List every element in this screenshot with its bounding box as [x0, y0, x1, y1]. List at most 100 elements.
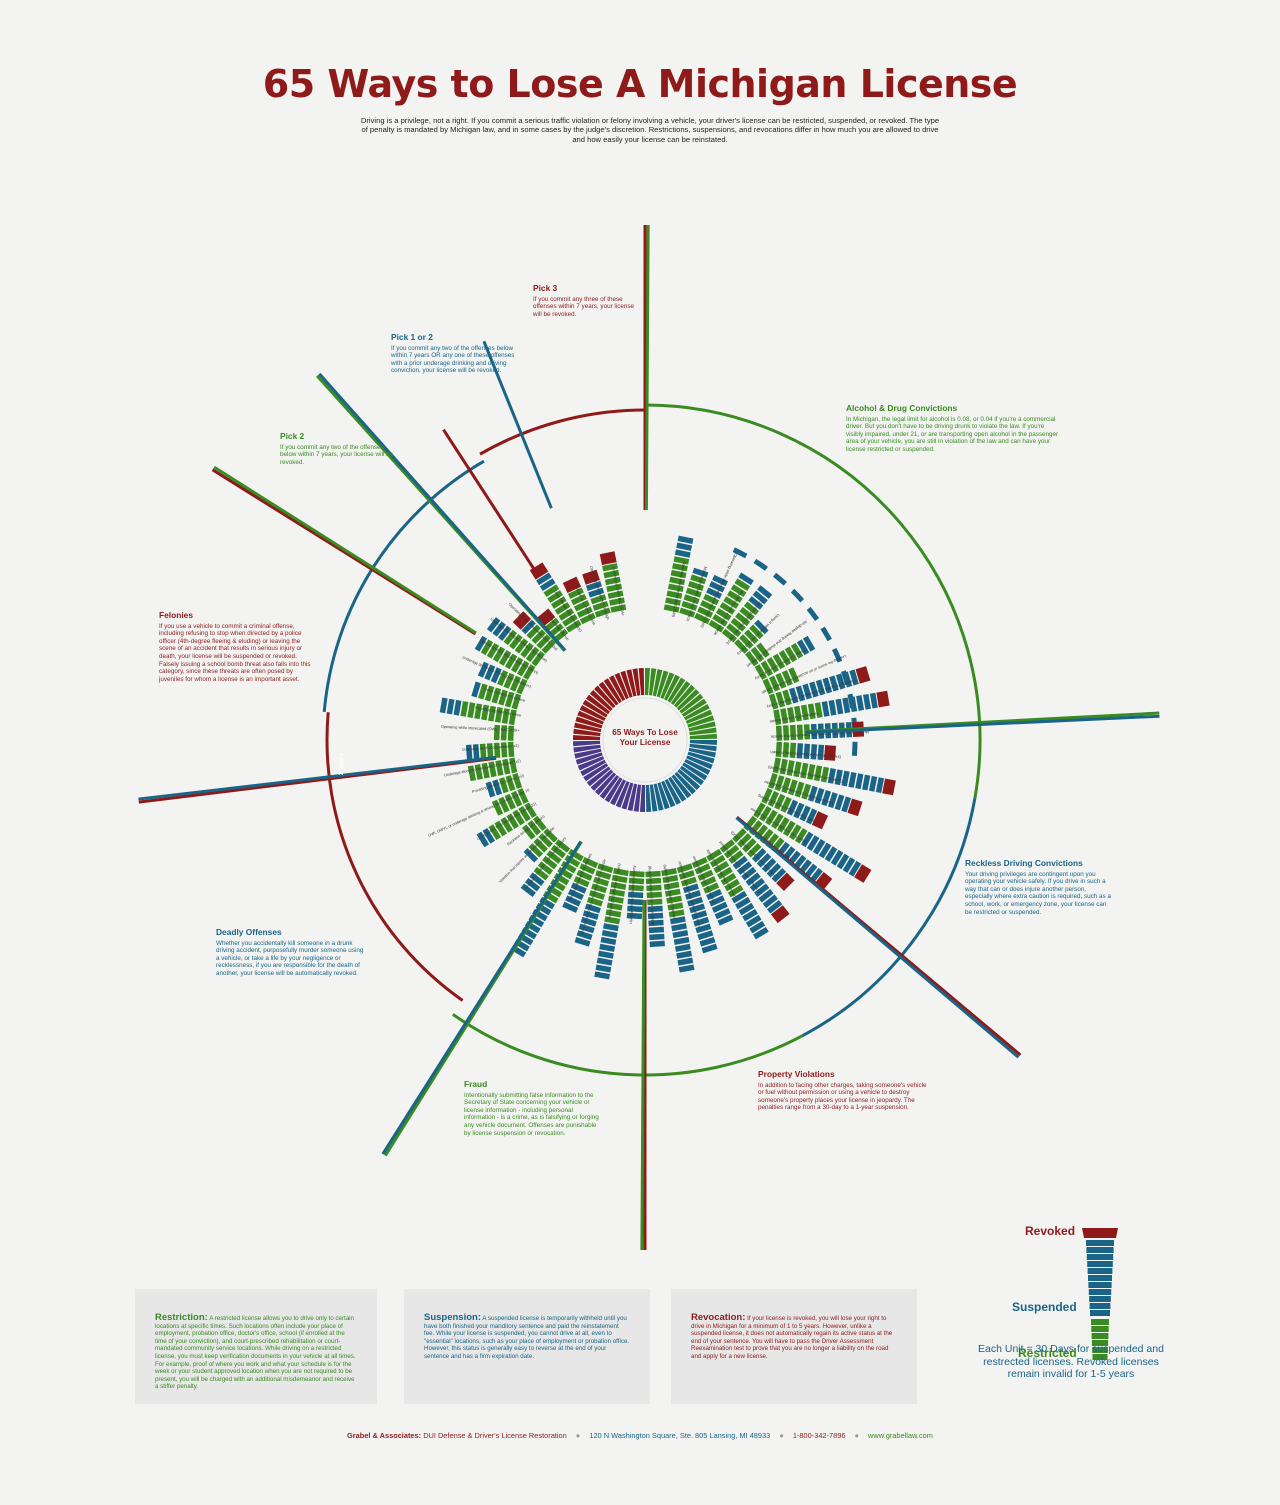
offense-bar-10 — [768, 666, 871, 710]
pick2-annotation: Pick 2 If you commit any two of the offe… — [280, 432, 402, 466]
property-heading: Property Violations — [758, 1069, 835, 1079]
footer-phone[interactable]: 1-800-342-7896 — [792, 1431, 846, 1440]
alcohol-text: In Michigan, the legal limit for alcohol… — [846, 415, 1059, 453]
offense-label-25: Unlawful use of a vehicle (joyriding) — [648, 865, 656, 926]
offense-label-39: Operating while intoxicated (OWI) - BAC … — [441, 725, 520, 733]
felonies-text: If you use a vehicle to commit a crimina… — [159, 622, 311, 683]
hub-segment-53 — [573, 744, 601, 753]
offense-bar-47 — [529, 562, 582, 633]
reckless-heading: Reckless Driving Convictions — [965, 858, 1083, 868]
offense-bar-16 — [761, 788, 829, 830]
offense-bars — [439, 535, 896, 980]
legend-suspended-unit-6 — [1088, 1275, 1112, 1281]
offense-bar-2 — [679, 567, 709, 618]
legend-unit-note: Each Unit = 30 Days for suspended and re… — [978, 1343, 1164, 1380]
hub-segment-70 — [626, 669, 637, 697]
offense-bar-4 — [708, 572, 754, 633]
spoke-5-2 — [213, 465, 477, 635]
hub-segment-59 — [577, 710, 604, 725]
reckless-annotation: Reckless Driving Convictions Your drivin… — [965, 858, 1115, 916]
fraud-text: Intentionally submitting false informati… — [464, 1091, 599, 1137]
hub-segment-38 — [633, 784, 642, 812]
hub-segment-32 — [661, 780, 676, 808]
hub-segment-36 — [645, 784, 652, 812]
property-text: In addition to facing other charges, tak… — [758, 1081, 927, 1112]
legend-suspended-unit-4 — [1087, 1261, 1113, 1267]
hub-segment-40 — [621, 782, 634, 810]
hub-segment-67 — [609, 675, 626, 702]
hub-segment-28 — [674, 771, 696, 795]
legend-suspended-label: Suspended — [1012, 1300, 1077, 1314]
restriction-definition-box: Restriction: A restricted license allows… — [135, 1289, 377, 1404]
hub-segment-26 — [679, 765, 704, 786]
legend-unit-bar — [1082, 1228, 1118, 1360]
felonies-annotation: Felonies If you use a vehicle to commit … — [159, 610, 314, 683]
hub-segment-29 — [671, 774, 692, 799]
deadly-annotation: Deadly Offenses Whether you accidentally… — [216, 928, 368, 978]
spoke-1-2 — [644, 225, 650, 511]
hub-segment-42 — [610, 779, 626, 806]
hub-segment-60 — [579, 705, 606, 721]
legend-suspended-unit-9 — [1089, 1296, 1111, 1302]
center-title-line2: Your License — [620, 738, 671, 747]
legend-suspended-unit-11 — [1090, 1310, 1110, 1316]
pick2-text: If you commit any two of the offenses be… — [280, 443, 394, 466]
offense-bar-28 — [574, 863, 614, 947]
hub-segment-56 — [573, 728, 601, 737]
hub-segment-21 — [688, 747, 716, 758]
pick3-text: If you commit any three of these offense… — [533, 295, 635, 318]
offense-label-13: Driving without a license resulting in d… — [770, 750, 841, 759]
hub-segment-46 — [590, 769, 614, 791]
hub-segment-58 — [575, 716, 603, 729]
offense-bar-31 — [520, 839, 571, 898]
footer: Grabel & Associates: DUI Defense & Drive… — [347, 1431, 933, 1440]
legend-revoked-segment — [1082, 1228, 1118, 1238]
spoke-5-1 — [211, 468, 477, 636]
suspension-text: A suspended license is temporarily withh… — [424, 1315, 630, 1360]
fraud-annotation: Fraud Intentionally submitting false inf… — [464, 1080, 604, 1137]
hub-segment-2 — [648, 668, 657, 696]
offense-bar-25 — [645, 870, 665, 948]
alcohol-annotation: Alcohol & Drug Convictions In Michigan, … — [846, 404, 1061, 454]
offense-bar-36 — [485, 772, 523, 798]
legend-suspended-unit-2 — [1086, 1247, 1114, 1253]
arc-property-fraud — [451, 1013, 803, 1077]
hub-segment-61 — [582, 699, 608, 718]
hub-segment-17 — [689, 727, 717, 736]
hub-segment-34 — [653, 783, 664, 811]
category-spokes — [138, 225, 1160, 1250]
page-title: 65 Ways to Lose A Michigan License — [262, 62, 1018, 106]
offense-label-38: Underage alcohol possession (x1) — [462, 744, 520, 752]
legend-suspended-unit-7 — [1088, 1282, 1112, 1288]
hub-segment-22 — [687, 751, 715, 764]
offense-bar-50 — [599, 551, 627, 613]
arc-alcohol — [644, 403, 982, 799]
hub-segment-54 — [573, 740, 601, 747]
hub-segment-49 — [580, 759, 607, 776]
arc-deadly — [325, 712, 464, 1002]
hub-segment-72 — [638, 668, 645, 696]
spoke-2-1 — [482, 340, 553, 509]
hub-segment-7 — [667, 677, 686, 703]
offense-bar-14 — [772, 757, 896, 796]
pick12-annotation: Pick 1 or 2 If you commit any two of the… — [391, 333, 521, 375]
offense-bar-26 — [626, 870, 645, 920]
offense-bar-29 — [562, 856, 599, 913]
offense-bar-33 — [522, 815, 547, 840]
offense-bar-7 — [745, 642, 770, 667]
hub-segment-68 — [614, 672, 629, 700]
hub-segment-6 — [664, 674, 680, 701]
hub-segment-45 — [594, 772, 617, 796]
legend-suspended-unit-3 — [1086, 1254, 1114, 1260]
hub-segment-8 — [670, 681, 691, 706]
hub-segment-37 — [639, 784, 645, 812]
offense-bar-35 — [491, 788, 529, 816]
revocation-text: If your license is revoked, you will los… — [691, 1315, 893, 1360]
offense-bar-24 — [661, 868, 695, 973]
hub-segment-71 — [632, 668, 641, 696]
hub-segment-41 — [615, 781, 630, 808]
spoke-7-2 — [804, 714, 1160, 735]
felonies-heading: Felonies — [159, 610, 193, 620]
footer-website-link[interactable]: www.grabellaw.com — [868, 1431, 933, 1440]
